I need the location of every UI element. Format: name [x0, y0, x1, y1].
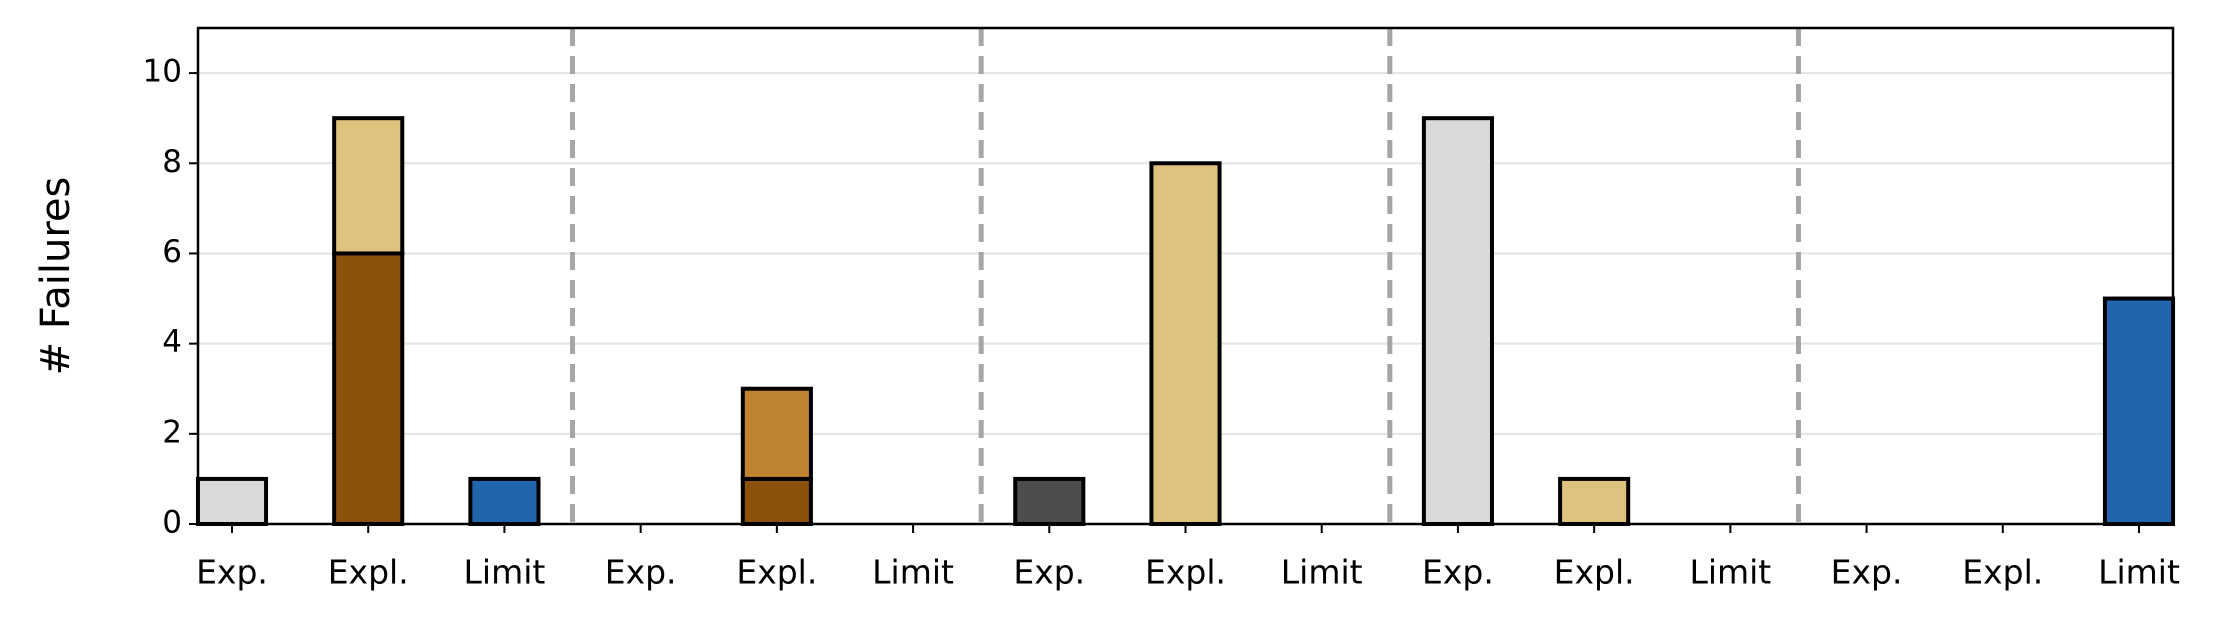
y-tick-label: 2	[162, 414, 182, 450]
y-tick-label: 8	[162, 144, 182, 180]
x-tick-label: Exp.	[196, 553, 268, 592]
x-tick-label: Expl.	[736, 553, 817, 592]
x-tick-label: Limit	[1689, 553, 1771, 592]
y-tick-label: 10	[143, 54, 182, 90]
x-tick-label: Exp.	[1422, 553, 1494, 592]
plot-frame	[196, 26, 2175, 526]
bar-segment	[740, 476, 813, 526]
x-tick-label: Limit	[2098, 553, 2180, 592]
y-tick-label: 6	[162, 234, 182, 270]
x-tick-label: Exp.	[1013, 553, 1085, 592]
bar-segment	[332, 251, 405, 526]
bar-segment	[740, 386, 813, 481]
bar-segment	[1558, 476, 1631, 526]
x-tick-label: Limit	[872, 553, 954, 592]
x-tick-label: Limit	[464, 553, 546, 592]
x-tick-label: Limit	[1281, 553, 1363, 592]
x-tick-label: Expl.	[1554, 553, 1635, 592]
x-tick-label: Expl.	[328, 553, 409, 592]
bar-segment	[332, 116, 405, 256]
y-tick-label: 4	[162, 324, 182, 360]
x-tick-label: Exp.	[1831, 553, 1903, 592]
bar-segment	[195, 476, 269, 526]
bar-segment	[2102, 296, 2176, 526]
y-tick-label: 0	[162, 505, 182, 541]
y-axis-label: # Failures	[33, 177, 79, 376]
x-tick-label: Expl.	[1962, 553, 2043, 592]
x-tick-label: Expl.	[1145, 553, 1226, 592]
bar-segment	[468, 476, 541, 526]
bar-segment	[1149, 161, 1222, 526]
bar-segment	[1421, 116, 1494, 526]
bar-segment	[1013, 476, 1086, 526]
x-tick-label: Exp.	[605, 553, 677, 592]
